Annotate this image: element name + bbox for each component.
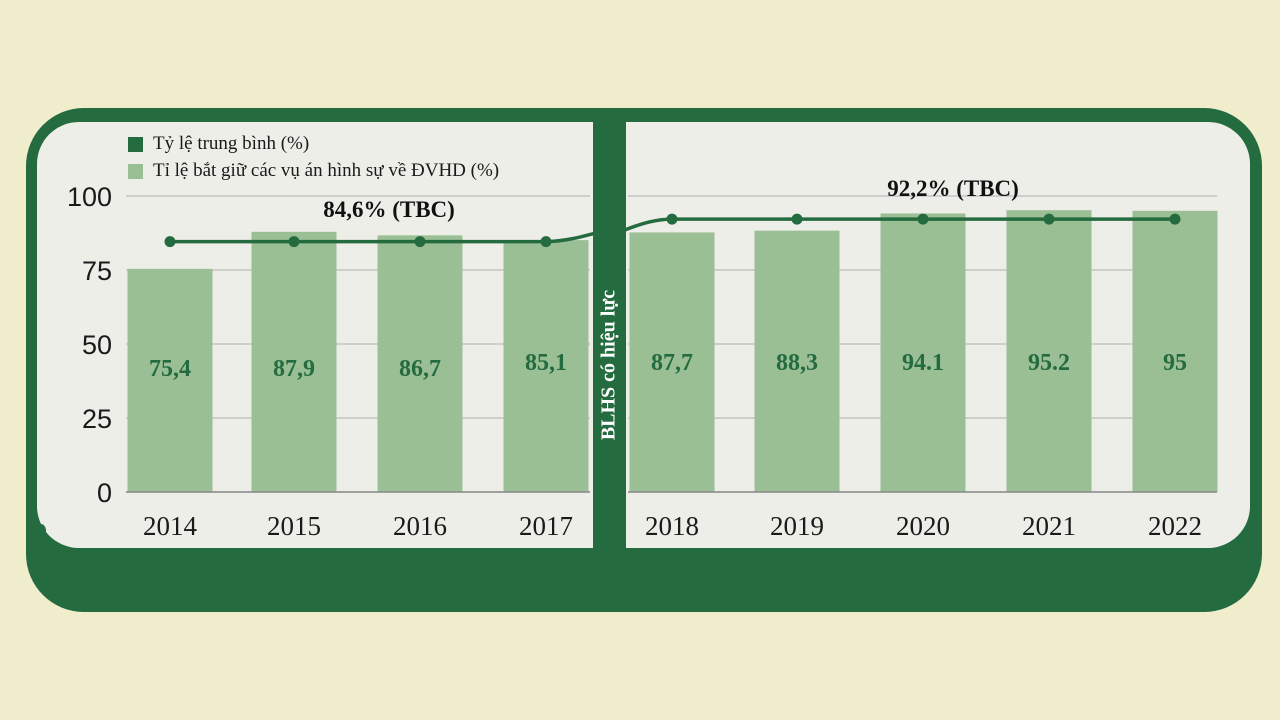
x-tick-label: 2014 (143, 511, 198, 541)
bar (1006, 210, 1092, 492)
bar (377, 235, 463, 493)
y-tick-label: 50 (82, 330, 112, 360)
bar-value-label: 94.1 (902, 350, 944, 376)
bar (629, 232, 715, 492)
bar-value-label: 95.2 (1028, 350, 1070, 376)
bar (503, 240, 589, 492)
x-tick-label: 2018 (645, 511, 699, 541)
average-point (666, 213, 678, 225)
annotation-avg-after: 92,2% (TBC) (887, 176, 1019, 201)
bar (251, 231, 337, 493)
decorative-dot (36, 524, 46, 538)
average-point (791, 213, 803, 225)
bar-value-label: 86,7 (399, 356, 441, 382)
bar-value-label: 95 (1163, 350, 1187, 376)
y-tick-label: 75 (82, 256, 112, 286)
bar (880, 213, 966, 493)
average-point (1043, 213, 1055, 225)
x-tick-label: 2022 (1148, 511, 1202, 541)
annotation-avg-before: 84,6% (TBC) (323, 197, 455, 222)
y-tick-label: 100 (67, 182, 112, 212)
bar-value-label: 85,1 (525, 350, 567, 376)
bar (1132, 210, 1218, 493)
x-tick-label: 2021 (1022, 511, 1076, 541)
average-point (1169, 213, 1181, 225)
x-tick-label: 2020 (896, 511, 950, 541)
legend-swatch-average (128, 136, 143, 152)
average-line (170, 217, 1175, 244)
x-tick-label: 2019 (770, 511, 824, 541)
legend-label-average: Tỷ lệ trung bình (%) (153, 133, 310, 154)
bar (754, 230, 840, 492)
legend-item-arrest-rate: Tỉ lệ bắt giữ các vụ án hình sự về ĐVHD … (128, 160, 499, 182)
bar-value-label: 88,3 (776, 350, 818, 376)
average-point (917, 213, 929, 225)
x-tick-label: 2016 (393, 511, 447, 541)
legend-swatch-arrest-rate (128, 163, 143, 179)
average-point (164, 236, 176, 248)
bar (127, 268, 213, 492)
law-effective-label: BLHS có hiệu lực (597, 289, 620, 441)
y-tick-label: 25 (82, 404, 112, 434)
average-point (288, 236, 300, 248)
y-tick-label: 0 (97, 478, 112, 508)
x-tick-label: 2015 (267, 511, 321, 541)
bar-value-label: 87,9 (273, 356, 315, 382)
legend-label-arrest-rate: Tỉ lệ bắt giữ các vụ án hình sự về ĐVHD … (153, 160, 500, 181)
average-point (414, 236, 426, 248)
average-point (540, 236, 552, 248)
legend-item-average: Tỷ lệ trung bình (%) (128, 133, 309, 155)
x-tick-label: 2017 (519, 511, 573, 541)
bar-value-label: 87,7 (651, 350, 693, 376)
bar-value-label: 75,4 (149, 356, 191, 382)
